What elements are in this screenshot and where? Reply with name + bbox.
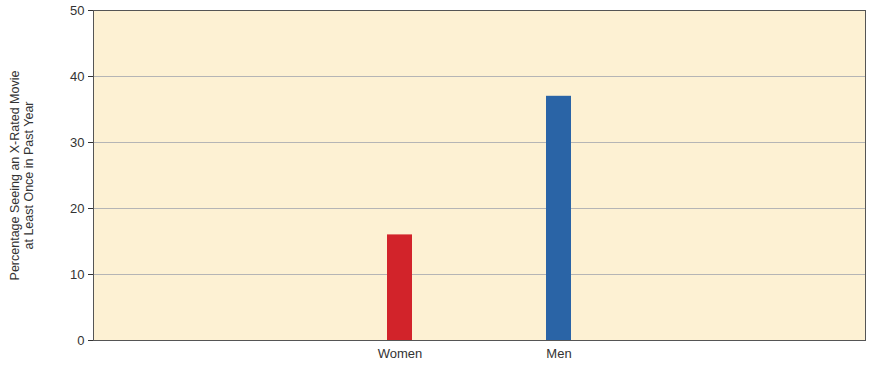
svg-text:50: 50 [70,3,84,18]
svg-text:20: 20 [70,201,84,216]
svg-text:10: 10 [70,267,84,282]
svg-text:Men: Men [546,346,571,361]
svg-text:40: 40 [70,69,84,84]
svg-text:Women: Women [378,346,423,361]
svg-text:Percentage Seeing an X-Rated M: Percentage Seeing an X-Rated Movieat Lea… [8,71,36,281]
svg-text:0: 0 [77,333,84,348]
svg-text:30: 30 [70,135,84,150]
